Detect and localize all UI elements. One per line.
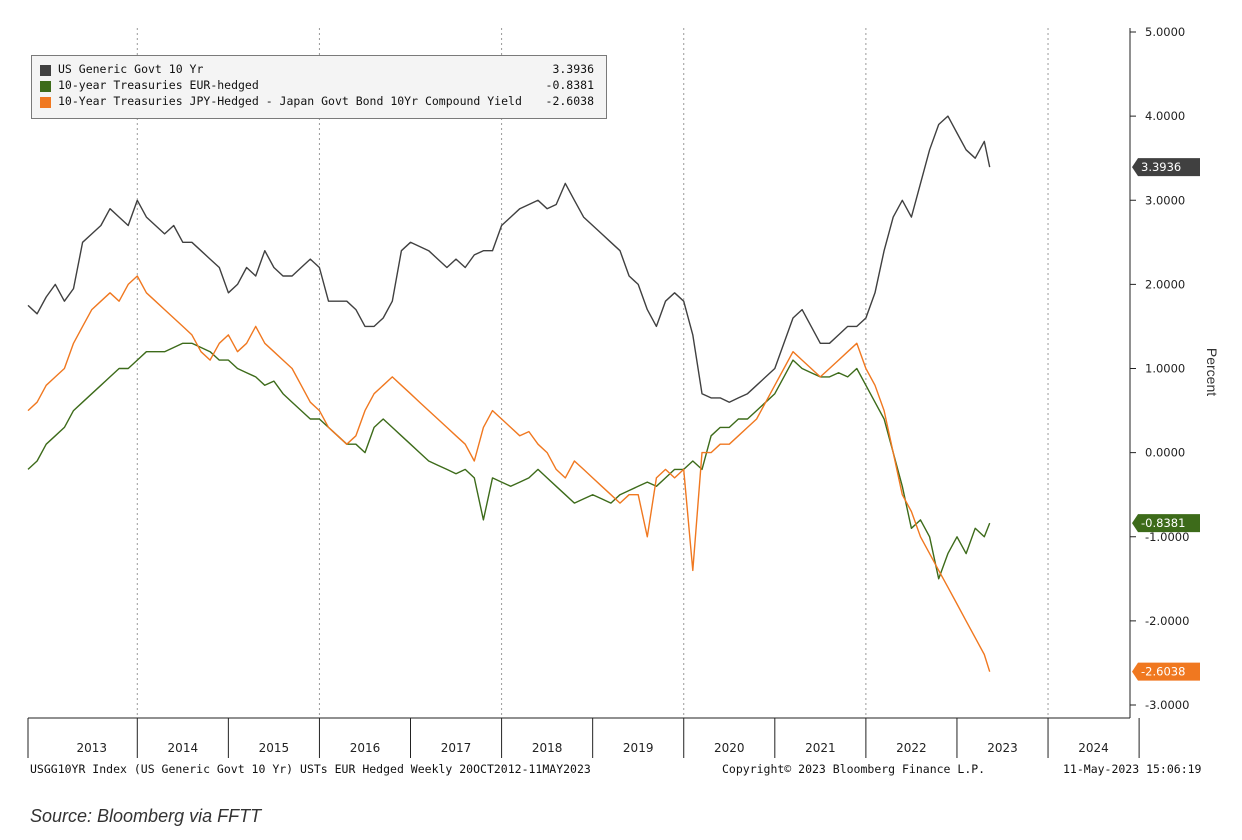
x-tick-label: 2013 bbox=[76, 741, 107, 755]
x-axis: 2013 2014 2015 2016 2017 2018 2019 2020 2021 2022… bbox=[27, 717, 1140, 758]
source-note: Source: Bloomberg via FFTT bbox=[30, 806, 262, 826]
legend-swatch bbox=[40, 97, 51, 108]
y-tick-label: 5.0000 bbox=[1145, 25, 1185, 39]
legend-label: US Generic Govt 10 Yr bbox=[58, 62, 204, 76]
legend-value: 3.3936 bbox=[552, 62, 594, 76]
legend-swatch bbox=[40, 65, 51, 76]
y-tick-label: -3.0000 bbox=[1145, 698, 1189, 712]
end-labels: 3.3936 -0.8381 -2.6038 bbox=[1132, 158, 1200, 681]
x-tick-label: 2016 bbox=[350, 741, 381, 755]
x-tick-label: 2014 bbox=[168, 741, 199, 755]
end-label-value: -0.8381 bbox=[1141, 516, 1185, 530]
legend-value: -2.6038 bbox=[545, 94, 594, 108]
series-layer bbox=[27, 115, 991, 672]
x-tick-label: 2023 bbox=[987, 741, 1018, 755]
legend-label: 10-year Treasuries EUR-hedged bbox=[58, 78, 259, 92]
legend-value: -0.8381 bbox=[545, 78, 594, 92]
x-tick-label: 2018 bbox=[532, 741, 563, 755]
y-tick-label: -2.0000 bbox=[1145, 614, 1189, 628]
x-tick-label: 2017 bbox=[441, 741, 472, 755]
x-tick-label: 2020 bbox=[714, 741, 745, 755]
footer-index-info: USGG10YR Index (US Generic Govt 10 Yr) U… bbox=[30, 762, 591, 776]
x-tick-label: 2021 bbox=[805, 741, 836, 755]
end-label-value: 3.3936 bbox=[1141, 160, 1181, 174]
legend-swatch bbox=[40, 81, 51, 92]
series-line-0 bbox=[27, 115, 991, 403]
line-chart: 5.0000 4.0000 3.0000 2.0000 1.0000 0.0000 -1.0… bbox=[27, 25, 1220, 758]
footer-timestamp: 11-May-2023 15:06:19 bbox=[1063, 762, 1202, 776]
legend-entry: 10-Year Treasuries JPY-Hedged - Japan Go… bbox=[40, 94, 598, 110]
y-tick-label: 0.0000 bbox=[1145, 446, 1185, 460]
end-label-badge bbox=[1132, 662, 1200, 681]
y-tick-label: 2.0000 bbox=[1145, 277, 1185, 291]
y-axis-title: Percent bbox=[1204, 348, 1220, 396]
y-tick-label: 1.0000 bbox=[1145, 362, 1185, 376]
end-label-badge bbox=[1132, 158, 1200, 177]
y-tick-label: 3.0000 bbox=[1145, 193, 1185, 207]
series-line-2 bbox=[27, 275, 991, 672]
plot-area bbox=[28, 28, 1130, 718]
x-tick-label: 2022 bbox=[896, 741, 927, 755]
footer-copyright: Copyright© 2023 Bloomberg Finance L.P. bbox=[722, 762, 986, 776]
legend-entry: US Generic Govt 10 Yr 3.3936 bbox=[40, 62, 598, 78]
x-tick-label: 2019 bbox=[623, 741, 654, 755]
y-axis: 5.0000 4.0000 3.0000 2.0000 1.0000 0.0000 -1.0… bbox=[1129, 25, 1189, 718]
end-label-badge bbox=[1132, 514, 1200, 533]
chart-legend: US Generic Govt 10 Yr 3.3936 10-year Tre… bbox=[31, 55, 607, 119]
series-line-1 bbox=[27, 342, 991, 580]
x-tick-label: 2015 bbox=[259, 741, 290, 755]
end-label-value: -2.6038 bbox=[1141, 665, 1185, 679]
legend-label: 10-Year Treasuries JPY-Hedged - Japan Go… bbox=[58, 94, 522, 108]
y-tick-label: 4.0000 bbox=[1145, 109, 1185, 123]
legend-entry: 10-year Treasuries EUR-hedged -0.8381 bbox=[40, 78, 598, 94]
y-tick-label: -1.0000 bbox=[1145, 530, 1189, 544]
x-tick-label: 2024 bbox=[1078, 741, 1109, 755]
gridlines bbox=[136, 28, 1049, 718]
